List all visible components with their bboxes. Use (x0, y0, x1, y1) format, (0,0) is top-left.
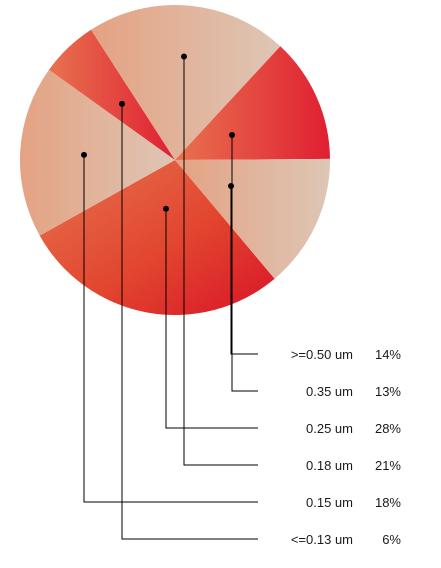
leader-line (231, 134, 258, 392)
slice-label: >=0.50 um (291, 347, 353, 362)
slice-label: <=0.13 um (291, 532, 353, 547)
slice-percent: 18% (375, 495, 401, 510)
slice-label: 0.25 um (306, 421, 353, 436)
leader-line (121, 103, 258, 540)
leader-line (230, 186, 258, 355)
pie-slice (39, 160, 275, 315)
slice-label: 0.18 um (306, 458, 353, 473)
pie-slice (48, 29, 175, 161)
slice-label: 0.35 um (306, 384, 353, 399)
pie-slice (175, 46, 330, 161)
pie-slice (175, 158, 330, 279)
leader-line (183, 56, 258, 466)
slice-label: 0.15 um (306, 495, 353, 510)
pie-slice (91, 4, 281, 160)
leader-line (165, 208, 258, 429)
pie-slice (20, 69, 175, 236)
leader-line (83, 154, 258, 503)
slice-percent: 21% (375, 458, 401, 473)
slice-percent: 6% (382, 532, 401, 547)
slice-percent: 13% (375, 384, 401, 399)
slice-percent: 14% (375, 347, 401, 362)
slice-percent: 28% (375, 421, 401, 436)
